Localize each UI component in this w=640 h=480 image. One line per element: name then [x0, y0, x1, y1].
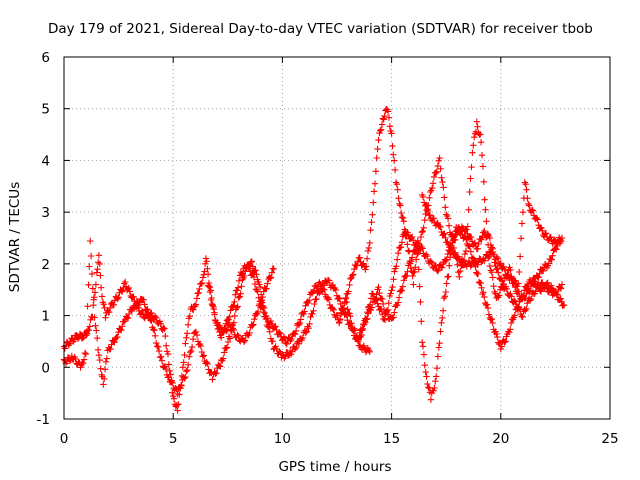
data-point-markers: [355, 223, 566, 342]
x-tick-label: 5: [169, 431, 178, 447]
x-tick-label: 25: [601, 431, 618, 447]
y-tick-label: 2: [41, 257, 50, 273]
data-points: [60, 106, 568, 414]
y-tick-label: 3: [41, 205, 50, 221]
y-tick-label: -1: [37, 412, 50, 428]
y-tick-label: 1: [41, 309, 50, 325]
y-tick-label: 0: [41, 360, 50, 376]
data-point-markers: [419, 179, 566, 290]
x-axis-label: GPS time / hours: [278, 459, 391, 475]
plot-frame: [63, 56, 611, 420]
axis-ticks: 0 5 10 15 20 25 -1 0 1 2 3 4 5 6: [37, 50, 619, 447]
y-tick-label: 5: [41, 102, 50, 118]
chart-title: Day 179 of 2021, Sidereal Day-to-day VTE…: [48, 21, 593, 37]
x-tick-label: 10: [274, 431, 291, 447]
series-track-6: [419, 179, 566, 290]
series-track-3: [204, 106, 417, 348]
y-tick-label: 6: [41, 50, 50, 66]
x-tick-label: 20: [492, 431, 509, 447]
series-track-7: [355, 223, 566, 342]
x-tick-label: 0: [60, 431, 69, 447]
x-tick-label: 15: [383, 431, 400, 447]
y-tick-label: 4: [41, 153, 50, 169]
data-point-markers: [204, 106, 417, 348]
y-axis-label: SDTVAR / TECUs: [7, 182, 23, 292]
